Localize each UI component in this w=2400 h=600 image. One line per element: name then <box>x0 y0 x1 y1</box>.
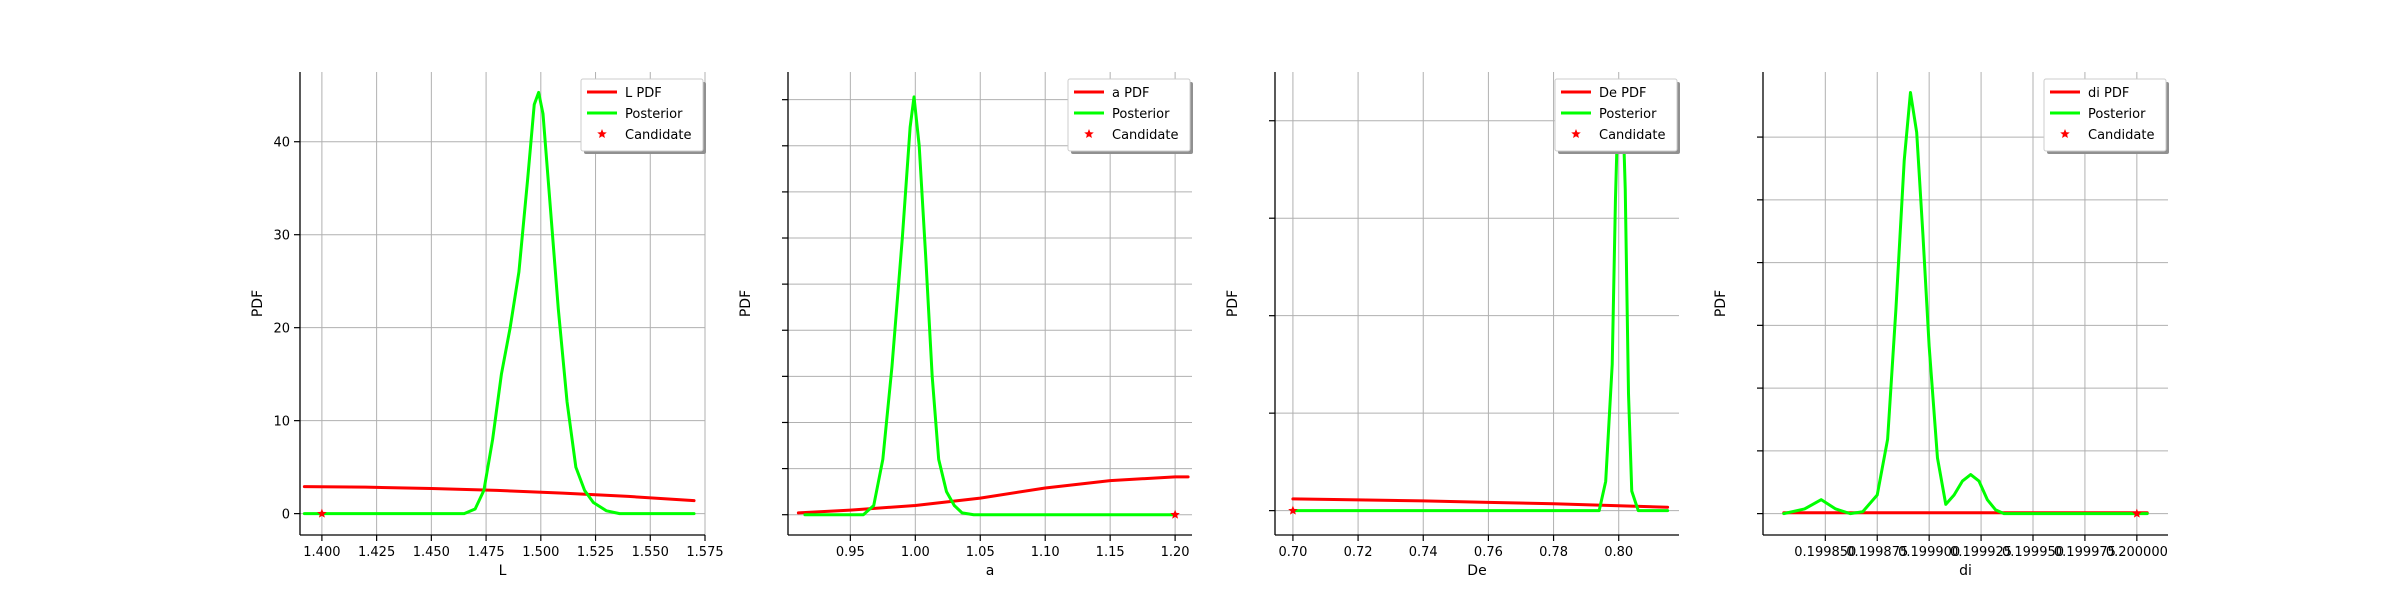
y-axis-label: PDF <box>250 290 266 317</box>
posterior-line <box>1782 90 2149 516</box>
x-tick-label: 0.72 <box>1344 545 1373 560</box>
legend-candidate-entry-label: Candidate <box>1599 128 1665 143</box>
posterior-line <box>302 90 696 516</box>
legend-posterior-entry-label: Posterior <box>1112 107 1170 122</box>
legend-candidate-entry-swatch <box>1084 129 1094 139</box>
x-tick-label: 0.74 <box>1409 545 1438 560</box>
x-tick-label: 1.500 <box>522 545 559 560</box>
legend-box <box>2043 78 2167 152</box>
x-tick-label: 1.525 <box>577 545 614 560</box>
legend-prior-entry-label: di PDF <box>2088 86 2129 101</box>
x-tick-label: 1.15 <box>1096 545 1125 560</box>
prior-pdf-line <box>796 475 1190 515</box>
legend-posterior-entry-label: Posterior <box>2088 107 2146 122</box>
y-tick-label: 40 <box>273 136 290 151</box>
x-axis-label: a <box>986 563 995 579</box>
legend-candidate-entry-label: Candidate <box>2088 128 2154 143</box>
x-tick-label: 0.200000 <box>2106 545 2168 560</box>
x-tick-label: 0.80 <box>1604 545 1633 560</box>
subplot-3: 0.70 0.72 0.74 0.76 0.78 0.80 De PDF De PDF Poste… <box>1225 72 1680 579</box>
x-tick-label: 0.199950 <box>2002 545 2064 560</box>
x-tick-label: 0.199850 <box>1794 545 1856 560</box>
x-tick-label: 0.199900 <box>1898 545 1960 560</box>
legend-box <box>1554 78 1678 152</box>
y-tick-label: 10 <box>273 415 290 430</box>
x-tick-label: 0.78 <box>1539 545 1568 560</box>
x-tick-label: 1.20 <box>1161 545 1190 560</box>
legend-candidate-entry-swatch <box>2060 129 2070 139</box>
candidate-marker <box>317 508 327 518</box>
y-axis-label: PDF <box>1225 290 1241 317</box>
prior-pdf-line <box>1291 497 1670 509</box>
x-tick-label: 0.95 <box>836 545 865 560</box>
y-tick-label: 30 <box>273 229 290 244</box>
posterior-line <box>803 95 1177 517</box>
x-tick-label: 1.575 <box>686 545 723 560</box>
x-tick-label: 1.550 <box>632 545 669 560</box>
legend-prior-entry-label: De PDF <box>1599 86 1646 101</box>
candidate-marker <box>1288 505 1298 515</box>
x-tick-label: 0.199925 <box>1950 545 2012 560</box>
x-tick-label: 0.199975 <box>2054 545 2116 560</box>
legend-prior-entry-label: L PDF <box>625 86 662 101</box>
legend-candidate-entry-swatch <box>1571 129 1581 139</box>
candidate-marker <box>2132 508 2142 518</box>
y-tick-label: 0 <box>282 508 290 523</box>
x-tick-label: 1.450 <box>413 545 450 560</box>
x-tick-label: 0.76 <box>1474 545 1503 560</box>
x-axis-label: di <box>1959 563 1972 579</box>
x-tick-label: 1.400 <box>303 545 340 560</box>
x-axis-label: De <box>1467 563 1486 579</box>
legend-box <box>580 78 704 152</box>
x-tick-label: 1.475 <box>467 545 504 560</box>
legend-candidate-entry-label: Candidate <box>1112 128 1178 143</box>
x-axis-label: L <box>499 563 507 579</box>
legend-posterior-entry-label: Posterior <box>1599 107 1657 122</box>
prior-pdf-line <box>302 485 696 503</box>
y-tick-label: 20 <box>273 322 290 337</box>
x-tick-label: 0.70 <box>1278 545 1307 560</box>
legend-candidate-entry-swatch <box>597 129 607 139</box>
x-tick-label: 1.425 <box>358 545 395 560</box>
subplot-4: 0.1998500.1998750.1999000.1999250.199950… <box>1713 72 2169 579</box>
x-tick-label: 0.199875 <box>1846 545 1908 560</box>
legend-candidate-entry-label: Candidate <box>625 128 691 143</box>
x-tick-label: 1.10 <box>1031 545 1060 560</box>
legend-prior-entry-label: a PDF <box>1112 86 1149 101</box>
y-axis-label: PDF <box>738 290 754 317</box>
legend-posterior-entry-label: Posterior <box>625 107 683 122</box>
subplot-1: 1.400 1.425 1.450 1.475 1.500 1.525 1.550 1.575… <box>250 72 724 579</box>
x-tick-label: 1.00 <box>901 545 930 560</box>
x-tick-label: 1.05 <box>966 545 995 560</box>
candidate-marker <box>1170 509 1180 519</box>
y-axis-label: PDF <box>1713 290 1729 317</box>
subplot-2: 0.95 1.00 1.05 1.10 1.15 1.20 a PDF a PDF Posteri… <box>738 72 1193 579</box>
legend-box <box>1067 78 1191 152</box>
